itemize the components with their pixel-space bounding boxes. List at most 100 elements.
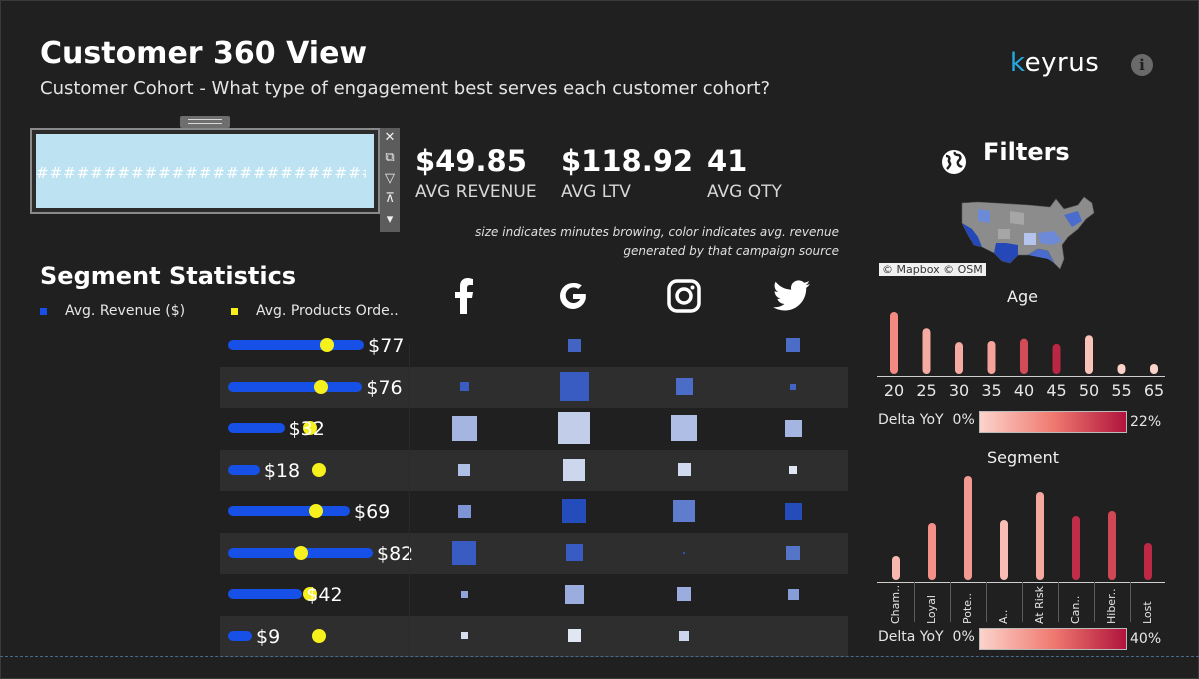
kpi-avg-revenue: $49.85 AVG REVENUE xyxy=(415,144,537,202)
segment-row[interactable]: Potential Loyalist$32 xyxy=(0,408,848,449)
category-divider xyxy=(1058,582,1059,622)
engagement-square[interactable] xyxy=(565,544,583,561)
revenue-bar[interactable] xyxy=(228,340,365,350)
products-dot[interactable] xyxy=(308,504,323,518)
legend-swatch xyxy=(40,307,47,315)
category-divider xyxy=(1130,582,1131,622)
engagement-square[interactable] xyxy=(564,584,584,604)
info-icon[interactable]: i xyxy=(1131,54,1153,76)
segment-chart-title: Segment xyxy=(987,448,1059,467)
engagement-square[interactable] xyxy=(789,465,797,474)
web-object-content xyxy=(36,134,374,208)
segment-row[interactable]: Lost$9 xyxy=(0,615,848,657)
engagement-square[interactable] xyxy=(790,383,796,390)
segment-chart[interactable] xyxy=(877,474,1167,584)
engagement-square[interactable] xyxy=(677,463,691,476)
open-external-icon[interactable]: ⧉ xyxy=(385,150,395,165)
engagement-square[interactable] xyxy=(679,630,689,641)
revenue-value: $42 xyxy=(306,584,343,606)
engagement-square[interactable] xyxy=(459,382,469,391)
revenue-value: $32 xyxy=(288,418,325,440)
revenue-bar[interactable] xyxy=(228,464,260,475)
revenue-value: $76 xyxy=(366,376,403,399)
note-line: size indicates minutes browing, color in… xyxy=(475,225,839,239)
page-subtitle: Customer Cohort - What type of engagemen… xyxy=(40,78,771,99)
products-dot[interactable] xyxy=(311,462,326,477)
segment-row[interactable]: At Risk$69 xyxy=(0,491,848,532)
drag-handle[interactable] xyxy=(180,116,230,128)
segment-row[interactable]: Hibernating$42 xyxy=(0,574,848,615)
revenue-bar[interactable] xyxy=(228,423,285,433)
map-attribution[interactable]: © Mapbox © OSM xyxy=(879,263,986,276)
pin-icon[interactable]: ⊼ xyxy=(385,191,395,206)
filter-icon[interactable]: ▽ xyxy=(385,171,395,186)
engagement-square[interactable] xyxy=(567,629,581,642)
page-title: Customer 360 View xyxy=(40,36,368,71)
products-dot[interactable] xyxy=(320,338,335,352)
engagement-square[interactable] xyxy=(784,419,802,437)
revenue-value: $77 xyxy=(368,335,405,357)
products-dot[interactable] xyxy=(302,587,317,601)
engagement-square[interactable] xyxy=(673,500,695,522)
segment-delta-gradient xyxy=(979,628,1127,650)
engagement-square[interactable] xyxy=(460,590,468,598)
engagement-square[interactable] xyxy=(683,551,685,554)
legend-label: Avg. Revenue ($) xyxy=(65,303,186,319)
segment-row[interactable]: Loyal$76 xyxy=(0,366,848,408)
age-delta-label: Delta YoY 0% xyxy=(878,412,975,428)
facebook-icon xyxy=(442,272,486,320)
engagement-square[interactable] xyxy=(460,632,468,639)
chart-note: size indicates minutes browing, color in… xyxy=(475,223,839,261)
segment-tick-label: At Risk xyxy=(1033,586,1046,624)
engagement-square[interactable] xyxy=(458,463,470,476)
segment-row[interactable]: About to Sleep$18 xyxy=(0,449,848,491)
kpi-label: AVG LTV xyxy=(561,182,631,202)
us-map[interactable] xyxy=(878,185,1110,277)
age-chart[interactable] xyxy=(877,308,1167,378)
engagement-square[interactable] xyxy=(559,372,589,401)
twitter-icon xyxy=(770,272,814,320)
engagement-square[interactable] xyxy=(677,587,691,601)
revenue-bar[interactable] xyxy=(228,381,363,392)
legend-products[interactable]: Avg. Products Orde.. xyxy=(231,303,399,319)
close-icon[interactable]: ✕ xyxy=(384,130,396,145)
engagement-square[interactable] xyxy=(558,412,590,444)
engagement-square[interactable] xyxy=(786,338,800,352)
engagement-square[interactable] xyxy=(784,502,802,520)
engagement-square[interactable] xyxy=(457,504,471,518)
products-dot[interactable] xyxy=(314,379,329,394)
engagement-square[interactable] xyxy=(451,415,477,441)
products-dot[interactable] xyxy=(302,421,317,435)
delta-max: 22% xyxy=(1130,414,1162,430)
products-dot[interactable] xyxy=(294,545,308,560)
age-tick-label: 55 xyxy=(1111,381,1132,400)
engagement-square[interactable] xyxy=(567,338,581,352)
revenue-bar[interactable] xyxy=(228,630,252,641)
age-tick-label: 50 xyxy=(1078,381,1100,400)
instagram-icon xyxy=(662,272,706,320)
kpi-value: $118.92 xyxy=(561,144,694,178)
legend-revenue[interactable]: Avg. Revenue ($) xyxy=(40,303,185,319)
kpi-value: $49.85 xyxy=(415,144,527,178)
engagement-square[interactable] xyxy=(787,588,799,600)
segment-tick-label: Loyal xyxy=(925,595,938,624)
segment-row[interactable]: Cannot Lose Them$82 xyxy=(0,532,848,574)
engagement-square[interactable] xyxy=(675,378,693,395)
segment-row[interactable]: Champions$77 xyxy=(0,325,848,366)
engagement-square[interactable] xyxy=(786,545,800,560)
more-options-icon[interactable]: ▾ xyxy=(386,212,394,227)
segment-tick-label: A.. xyxy=(997,609,1010,624)
age-tick-label: 65 xyxy=(1143,381,1165,400)
engagement-square[interactable] xyxy=(562,499,586,523)
engagement-square[interactable] xyxy=(671,415,697,441)
engagement-square[interactable] xyxy=(452,540,476,565)
filters-title: Filters xyxy=(983,138,1070,166)
web-object[interactable]: ########################## xyxy=(30,128,380,214)
products-dot[interactable] xyxy=(311,628,326,643)
column-separator xyxy=(409,345,410,657)
revenue-bar[interactable] xyxy=(228,589,303,599)
engagement-square[interactable] xyxy=(563,458,585,481)
category-divider xyxy=(986,582,987,622)
category-divider xyxy=(950,582,951,622)
revenue-bar[interactable] xyxy=(228,506,350,516)
